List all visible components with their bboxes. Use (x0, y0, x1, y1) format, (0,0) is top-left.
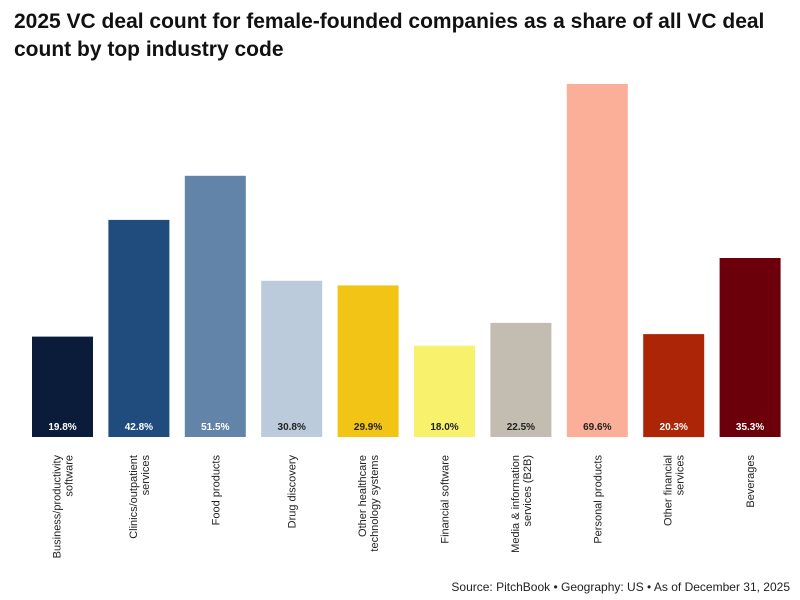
bar-beverages (719, 258, 781, 437)
category-labels-layer: Business/productivity software Clinics/out… (52, 455, 758, 559)
category-label-line: services (B2B) (522, 455, 534, 527)
value-label-media-information-services-b2b: 22.5% (507, 422, 535, 433)
category-label-financial-software: Financial software (440, 455, 452, 544)
category-label-line: Food products (210, 455, 222, 526)
category-label-line: services (675, 455, 687, 496)
category-label-line: technology systems (369, 455, 381, 552)
category-label-media-information-services-b2b: Media & information services (B2B) (510, 455, 534, 553)
category-label-line: services (140, 455, 152, 496)
category-label-line: Beverages (745, 455, 757, 508)
category-label-line: Financial software (440, 455, 452, 544)
value-label-other-healthcare-technology-systems: 29.9% (354, 422, 382, 433)
bar-clinics-outpatient-services (108, 219, 170, 437)
category-label-drug-discovery: Drug discovery (287, 455, 299, 529)
bar-other-healthcare-technology-systems (337, 285, 399, 437)
bar-financial-software (414, 345, 475, 437)
value-label-business-productivity-software: 19.8% (48, 422, 76, 433)
category-label-line: Business/productivity (52, 455, 64, 559)
bar-drug-discovery (261, 280, 323, 437)
value-label-clinics-outpatient-services: 42.8% (125, 422, 153, 433)
category-label-business-productivity-software: Business/productivity software (52, 455, 76, 559)
category-label-beverages: Beverages (745, 455, 757, 508)
value-labels-layer: 19.8% 42.8% 51.5% 30.8% 29.9% 18.0% 22.5% 69.6%… (48, 422, 764, 433)
value-label-beverages: 35.3% (736, 422, 764, 433)
category-label-personal-products: Personal products (592, 455, 604, 544)
category-label-line: software (64, 455, 76, 497)
bar-other-financial-services (643, 334, 705, 438)
category-label-clinics-outpatient-services: Clinics/outpatient services (128, 455, 152, 539)
source-note: Source: PitchBook • Geography: US • As o… (451, 580, 790, 594)
chart-title: 2025 VC deal count for female-founded co… (14, 10, 765, 61)
category-label-line: Other financial (663, 455, 675, 526)
bar-personal-products (566, 84, 628, 437)
value-label-personal-products: 69.6% (583, 422, 611, 433)
bar-business-productivity-software (32, 336, 93, 437)
bar-media-information-services-b2b (490, 322, 552, 437)
value-label-other-financial-services: 20.3% (660, 422, 688, 433)
value-label-drug-discovery: 30.8% (278, 422, 306, 433)
category-label-line: Other healthcare (357, 455, 369, 537)
category-label-line: Clinics/outpatient (128, 455, 140, 539)
bar-food-products (184, 175, 246, 438)
category-label-other-financial-services: Other financial services (663, 455, 687, 526)
category-label-food-products: Food products (210, 455, 222, 526)
category-label-line: Media & information (510, 455, 522, 553)
value-label-financial-software: 18.0% (430, 422, 458, 433)
category-label-other-healthcare-technology-systems: Other healthcare technology systems (357, 455, 381, 552)
value-label-food-products: 51.5% (201, 422, 229, 433)
category-label-line: Drug discovery (287, 455, 299, 529)
category-label-line: Personal products (592, 455, 604, 544)
bars-layer (32, 84, 781, 438)
